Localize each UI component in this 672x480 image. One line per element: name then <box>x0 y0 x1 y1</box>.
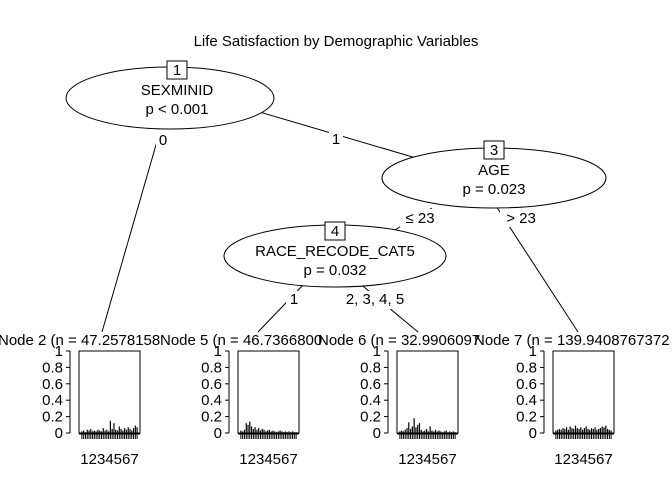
terminal-nodes: 10.80.60.40.20123456710.80.60.40.2012345… <box>42 343 615 468</box>
terminal-title-6: Node 6 (n = 32.9906097 <box>318 332 480 349</box>
y-tick-label: 0.6 <box>516 376 537 393</box>
y-tick-label: 0.4 <box>360 392 381 409</box>
terminal-panel-1: 10.80.60.40.20 1234567 <box>42 343 141 468</box>
inner-node-1: 1 SEXMINID p < 0.001 <box>65 60 275 130</box>
y-tick-label: 1 <box>529 343 537 360</box>
node-id-3: 3 <box>490 142 498 159</box>
y-tick-label: 0.2 <box>42 409 63 426</box>
panel-frame <box>396 350 459 434</box>
edge-4-to-5 <box>257 281 307 333</box>
panel-frame <box>237 350 300 434</box>
x-axis-label: 1234567 <box>554 451 612 468</box>
edge-label-n4-right: 2, 3, 4, 5 <box>346 291 404 308</box>
y-tick-label: 0.2 <box>201 409 222 426</box>
terminal-titles: Node 2 (n = 47.2578158 Node 5 (n = 46.73… <box>0 332 670 349</box>
y-tick-label: 1 <box>55 343 63 360</box>
y-tick-label: 0.8 <box>42 359 63 376</box>
y-tick-label: 0.6 <box>360 376 381 393</box>
edge-label-n3-right: > 23 <box>506 210 536 227</box>
y-tick-label: 0 <box>55 425 63 442</box>
node-id-1: 1 <box>173 62 181 79</box>
y-tick-label: 0.2 <box>516 409 537 426</box>
x-axis-label: 1234567 <box>80 451 138 468</box>
node-pvalue-1: p < 0.001 <box>146 101 209 118</box>
y-tick-label: 0 <box>373 425 381 442</box>
node-id-4: 4 <box>331 223 339 240</box>
edge-label-n1-left: 0 <box>159 132 167 149</box>
terminal-title-5: Node 5 (n = 46.7366800 <box>160 332 322 349</box>
y-tick-label: 0.6 <box>42 376 63 393</box>
y-tick-label: 0.4 <box>42 392 63 409</box>
x-axis-label: 1234567 <box>239 451 297 468</box>
terminal-title-7: Node 7 (n = 139.9408767372 <box>474 332 670 349</box>
edge-1-to-2 <box>101 130 161 333</box>
panel-frame <box>552 350 615 434</box>
y-tick-label: 0 <box>214 425 222 442</box>
edge-labels: 0 1 ≤ 23 > 23 1 2, 3, 4, 5 <box>156 130 542 309</box>
inner-node-3: 3 AGE p = 0.023 <box>381 140 607 209</box>
y-tick-label: 0 <box>529 425 537 442</box>
y-tick-label: 0.4 <box>201 392 222 409</box>
y-tick-label: 1 <box>373 343 381 360</box>
chart-title: Life Satisfaction by Demographic Variabl… <box>194 33 479 50</box>
node-variable-4: RACE_RECODE_CAT5 <box>255 243 415 260</box>
node-variable-3: AGE <box>478 162 510 179</box>
y-tick-label: 0.8 <box>201 359 222 376</box>
y-tick-label: 0.8 <box>360 359 381 376</box>
y-tick-label: 0.8 <box>516 359 537 376</box>
node-pvalue-4: p = 0.032 <box>304 262 367 279</box>
terminal-panel-3: 10.80.60.40.20 1234567 <box>360 343 459 468</box>
edge-label-n4-left: 1 <box>290 291 298 308</box>
node-variable-1: SEXMINID <box>141 82 214 99</box>
terminal-panel-4: 10.80.60.40.20 1234567 <box>516 343 615 468</box>
y-tick-label: 0.6 <box>201 376 222 393</box>
terminal-title-2: Node 2 (n = 47.2578158 <box>0 332 160 349</box>
y-tick-label: 0.2 <box>360 409 381 426</box>
y-tick-label: 1 <box>214 343 222 360</box>
edge-label-n1-right: 1 <box>332 131 340 148</box>
node-pvalue-3: p = 0.023 <box>463 181 526 198</box>
y-tick-label: 0.4 <box>516 392 537 409</box>
edge-label-n3-left: ≤ 23 <box>405 210 434 227</box>
inner-node-4: 4 RACE_RECODE_CAT5 p = 0.032 <box>223 221 447 288</box>
panel-frame <box>78 350 141 434</box>
x-axis-label: 1234567 <box>398 451 456 468</box>
terminal-panel-2: 10.80.60.40.20 1234567 <box>201 343 300 468</box>
